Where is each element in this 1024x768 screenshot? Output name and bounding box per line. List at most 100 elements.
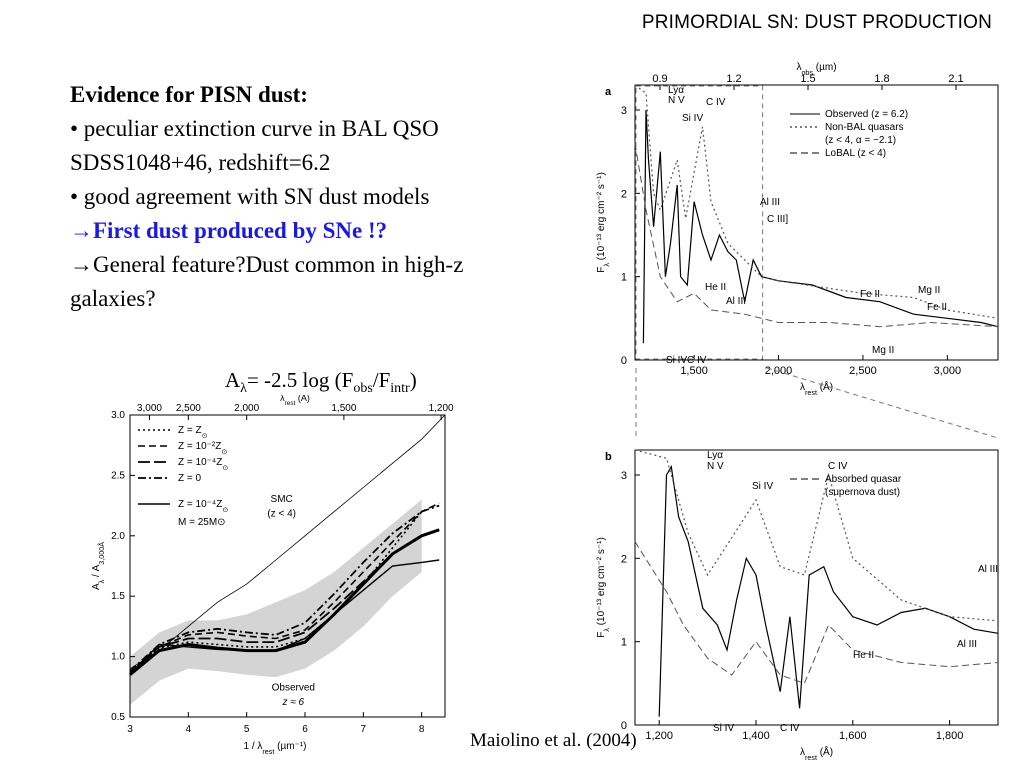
line-id-label: He II — [853, 650, 874, 661]
y-tick-label: 0 — [621, 355, 627, 367]
line-id-label: Si IV — [682, 113, 703, 124]
x-tick-label: 1,400 — [742, 730, 770, 742]
formula-lhs: A — [225, 368, 241, 392]
bullet-sn-models: • good agreement with SN dust models — [70, 184, 430, 209]
panel-label: b — [605, 451, 612, 463]
x-tick-label: 3,000 — [934, 365, 962, 377]
x-axis-label: λrest (Å) — [800, 380, 833, 397]
line-id-label: Si IV — [752, 481, 773, 492]
x-tick-label: 6 — [302, 724, 308, 735]
formula-intr-sub: intr — [390, 381, 410, 397]
legend-label: Observed (z = 6.2) — [825, 109, 908, 120]
line-id-label: C IV — [706, 97, 726, 108]
formula-slash: /F — [372, 368, 391, 392]
legend-label: Z = 10⁻⁴Z⊙ — [178, 457, 228, 472]
x-tick-label: 4 — [186, 724, 192, 735]
line-id-label: Al III — [760, 197, 780, 208]
x-axis-label: 1 / λrest (µm⁻¹) — [243, 741, 306, 756]
conclusion-line: →First dust produced by SNe !? — [70, 218, 388, 243]
plot-frame — [129, 414, 446, 718]
smc-label: SMC — [271, 494, 293, 505]
y-tick-label: 1 — [621, 272, 627, 284]
y-tick-label: 2 — [621, 553, 627, 565]
legend-label: Non-BAL quasars — [825, 122, 904, 133]
slide-title: PRIMORDIAL SN: DUST PRODUCTION — [641, 12, 992, 33]
series-line — [129, 528, 440, 676]
y-tick-label: 3 — [621, 470, 627, 482]
line-id-label: N V — [707, 461, 724, 472]
spectrum-panel-b: b 1,200 1,400 1,600 1,800 0 1 2 3 λrest (Å) Fλ (10… — [596, 449, 999, 762]
x-tick-label: 1,600 — [839, 730, 867, 742]
legend-label: Z = 10⁻²Z⊙ — [178, 441, 227, 456]
top-tick-label: 1.8 — [874, 73, 889, 85]
x-tick-label: 2,500 — [849, 365, 877, 377]
spectrum-line — [658, 464, 999, 717]
x-tick-label: 7 — [361, 724, 367, 735]
y-axis-label: Fλ (10⁻¹³ erg cm⁻² s⁻¹) — [596, 172, 611, 273]
spectrum-line — [634, 541, 999, 684]
formula-end: ) — [409, 368, 417, 392]
bullet-list: Evidence for PISN dust: • peculiar extin… — [70, 78, 490, 316]
smc-redshift-label: (z < 4) — [267, 508, 296, 519]
formula-obs-sub: obs — [353, 381, 373, 397]
top-tick-label: 1.5 — [800, 73, 815, 85]
y-axis-label: Aλ / A3,000Å — [91, 542, 106, 590]
y-tick-label: 2.0 — [111, 531, 125, 542]
top-tick-label: 1,500 — [331, 403, 356, 414]
formula-mid: = -2.5 log (F — [246, 368, 354, 392]
top-tick-label: 1.2 — [726, 73, 741, 85]
y-tick-label: 0.5 — [111, 712, 125, 723]
legend-label: (supernova dust) — [825, 487, 900, 498]
line-id-label: C IV — [687, 355, 707, 366]
observed-label: Observed — [272, 682, 315, 693]
line-id-label: Fe II — [927, 302, 947, 313]
top-tick-label: 2,000 — [234, 403, 259, 414]
line-id-label: He II — [705, 282, 726, 293]
x-tick-label: 1,800 — [936, 730, 964, 742]
spectrum-line — [634, 143, 999, 328]
y-tick-label: 2 — [621, 188, 627, 200]
legend-label: LoBAL (z < 4) — [825, 148, 886, 159]
series-line — [129, 504, 440, 672]
extinction-formula: Aλ= -2.5 log (Fobs/Fintr) — [225, 368, 417, 397]
y-tick-label: 3.0 — [111, 410, 125, 421]
top-tick-label: 3,000 — [137, 403, 162, 414]
x-tick-label: 5 — [244, 724, 250, 735]
bullet-extinction: • peculiar extinction curve in BAL QSO S… — [70, 116, 439, 175]
line-id-label: C IV — [780, 723, 800, 734]
legend-mass-label: M = 25M⊙ — [178, 517, 226, 528]
top-tick-label: 1,200 — [429, 403, 454, 414]
x-tick-label: 3 — [127, 724, 133, 735]
line-id-label: Lyα — [668, 85, 684, 96]
spectrum-line — [642, 109, 999, 344]
x-tick-label: 1,500 — [680, 365, 708, 377]
spectrum-panel-a: a1,5002,0002,5003,00001230.91.21.51.82.1… — [596, 62, 999, 397]
zoom-box — [635, 85, 764, 360]
line-id-label: Fe II — [860, 289, 880, 300]
line-id-label: Al III — [957, 639, 977, 650]
top-axis-label: λobs (µm) — [796, 62, 836, 77]
y-tick-label: 3 — [621, 105, 627, 117]
line-id-label: Al III — [726, 296, 746, 307]
legend-label: (z < 4, α = −2.1) — [825, 135, 896, 146]
line-id-label: N V — [668, 95, 685, 106]
top-tick-label: 2,500 — [176, 403, 201, 414]
legend-label: Z = 10⁻⁴Z⊙ — [178, 499, 228, 514]
x-axis-label: λrest (Å) — [800, 745, 833, 762]
line-id-label: Mg II — [872, 345, 894, 356]
line-id-label: Si IV — [713, 723, 734, 734]
top-tick-label: 2.1 — [948, 73, 963, 85]
y-tick-label: 1 — [621, 637, 627, 649]
line-id-label: Al III — [978, 564, 998, 575]
evidence-heading: Evidence for PISN dust: — [70, 82, 308, 107]
panel-label: a — [605, 86, 612, 98]
y-tick-label: 1.0 — [111, 652, 125, 663]
series-line — [129, 502, 440, 673]
line-id-label: Mg II — [918, 285, 940, 296]
line-id-label: Si IV — [666, 355, 687, 366]
y-tick-label: 0 — [621, 720, 627, 732]
top-axis-label: λrest (Å) — [280, 395, 310, 407]
extinction-curve-chart: 3 4 5 6 7 8 0.5 1.0 1.5 2.0 2.5 3.0 3,000 2,500 2,000 1… — [91, 395, 454, 756]
y-axis-label: Fλ (10⁻¹³ erg cm⁻² s⁻¹) — [596, 537, 611, 638]
